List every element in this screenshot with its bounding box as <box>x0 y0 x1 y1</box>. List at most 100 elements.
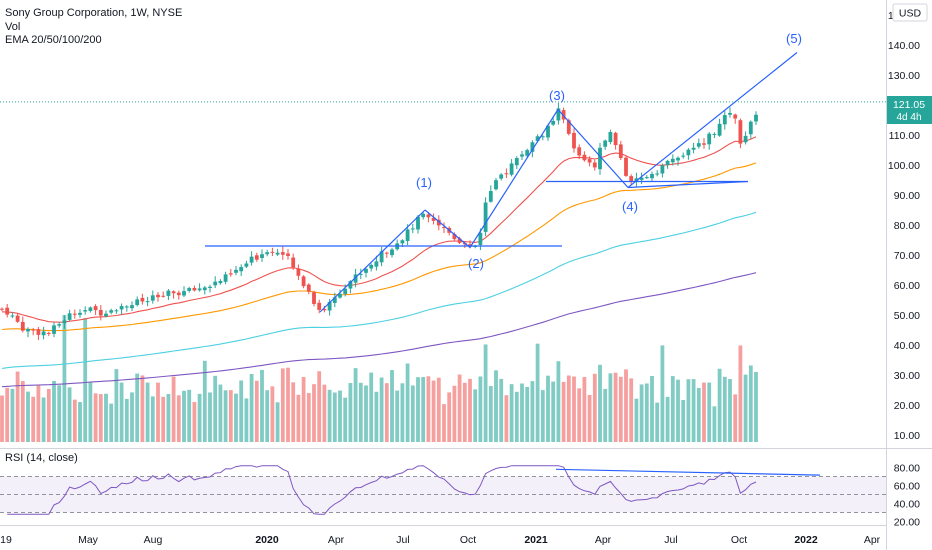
candlestick[interactable] <box>72 309 77 319</box>
candlestick[interactable] <box>187 286 192 293</box>
candlestick[interactable] <box>338 289 342 299</box>
candlestick[interactable] <box>286 248 290 260</box>
channel-line-lower[interactable] <box>627 180 749 189</box>
candlestick[interactable] <box>722 110 727 130</box>
candlestick[interactable] <box>670 154 675 166</box>
candlestick[interactable] <box>327 298 332 316</box>
candlestick[interactable] <box>213 276 218 289</box>
candlestick[interactable] <box>629 174 634 185</box>
candlestick[interactable] <box>270 247 275 257</box>
wave-label[interactable]: (4) <box>622 199 638 214</box>
rsi-divergence-line[interactable] <box>555 468 821 476</box>
candlestick[interactable] <box>686 148 691 160</box>
candlestick[interactable] <box>182 286 186 298</box>
candlestick[interactable] <box>743 131 748 145</box>
candlestick[interactable] <box>676 156 680 166</box>
candlestick[interactable] <box>608 129 613 145</box>
wave-line-2-3[interactable] <box>469 109 559 248</box>
candlestick[interactable] <box>582 151 587 162</box>
candlestick[interactable] <box>166 289 171 301</box>
candlestick[interactable] <box>499 173 504 181</box>
currency-box[interactable] <box>892 3 928 22</box>
candlestick[interactable] <box>244 260 249 268</box>
candlestick[interactable] <box>436 215 441 231</box>
candlestick[interactable] <box>374 255 379 271</box>
wave-line-4-5[interactable] <box>627 52 798 188</box>
candlestick[interactable] <box>124 305 129 312</box>
ema-indicator-label[interactable]: EMA 20/50/100/200 <box>5 34 102 46</box>
candlestick[interactable] <box>696 138 701 149</box>
rsi-indicator-label[interactable]: RSI (14, close) <box>5 452 78 464</box>
candlestick[interactable] <box>280 246 285 260</box>
candlestick[interactable] <box>494 177 498 191</box>
candlestick[interactable] <box>265 249 270 257</box>
symbol-title[interactable]: Sony Group Corporation, 1W, NYSE <box>5 7 182 19</box>
candlestick[interactable] <box>130 301 134 312</box>
candlestick[interactable] <box>192 285 197 292</box>
volume-indicator-label[interactable]: Vol <box>5 21 20 33</box>
candlestick[interactable] <box>62 315 67 329</box>
candlestick[interactable] <box>145 296 150 307</box>
wave-label[interactable]: (5) <box>786 31 802 46</box>
candlestick[interactable] <box>93 304 98 315</box>
candlestick[interactable] <box>431 213 436 225</box>
candlestick[interactable] <box>83 306 88 315</box>
candlestick[interactable] <box>15 313 20 323</box>
candlestick[interactable] <box>733 113 738 124</box>
candlestick[interactable] <box>218 279 223 285</box>
candlestick[interactable] <box>223 271 228 285</box>
candlestick[interactable] <box>52 322 56 338</box>
candlestick[interactable] <box>691 142 696 154</box>
candlestick[interactable] <box>156 292 160 302</box>
candlestick[interactable] <box>665 159 670 169</box>
candlestick[interactable] <box>702 137 706 149</box>
candlestick[interactable] <box>176 290 181 300</box>
candlestick[interactable] <box>78 309 82 318</box>
candlestick[interactable] <box>202 285 207 295</box>
candlestick[interactable] <box>31 327 36 336</box>
candlestick[interactable] <box>754 111 758 125</box>
wave-line-3-4[interactable] <box>557 109 629 188</box>
candlestick[interactable] <box>254 252 259 262</box>
candlestick[interactable] <box>98 305 103 321</box>
candlestick[interactable] <box>546 123 550 141</box>
candlestick[interactable] <box>5 303 10 318</box>
candlestick[interactable] <box>312 290 316 307</box>
candlestick[interactable] <box>416 214 420 234</box>
candlestick[interactable] <box>551 116 556 127</box>
candlestick[interactable] <box>197 283 202 292</box>
candlestick[interactable] <box>624 156 628 177</box>
candlestick[interactable] <box>644 175 649 179</box>
candlestick[interactable] <box>514 156 519 170</box>
candlestick[interactable] <box>88 306 93 313</box>
candlestick[interactable] <box>296 264 301 281</box>
wave-label[interactable]: (1) <box>416 175 432 190</box>
candlestick[interactable] <box>405 224 410 246</box>
candlestick[interactable] <box>140 293 145 305</box>
candlestick[interactable] <box>681 152 686 159</box>
candlestick[interactable] <box>603 139 608 150</box>
candlestick[interactable] <box>46 331 51 337</box>
candlestick[interactable] <box>109 308 114 315</box>
candlestick[interactable] <box>577 144 582 160</box>
candlestick[interactable] <box>260 249 264 262</box>
candlestick[interactable] <box>36 327 41 341</box>
candlestick[interactable] <box>234 266 238 276</box>
candlestick[interactable] <box>161 291 166 298</box>
candlestick[interactable] <box>410 223 415 234</box>
candlestick[interactable] <box>249 251 254 266</box>
candlestick[interactable] <box>707 131 712 150</box>
candlestick[interactable] <box>483 197 488 237</box>
candlestick[interactable] <box>369 263 374 272</box>
price-pane[interactable] <box>0 0 886 448</box>
candlestick[interactable] <box>41 326 46 340</box>
candlestick[interactable] <box>572 128 576 153</box>
candlestick[interactable] <box>301 275 306 289</box>
candlestick[interactable] <box>26 327 30 338</box>
candlestick[interactable] <box>57 322 62 328</box>
candlestick[interactable] <box>587 156 592 167</box>
candlestick[interactable] <box>104 310 108 318</box>
candlestick[interactable] <box>442 222 446 234</box>
candlestick[interactable] <box>379 246 384 267</box>
